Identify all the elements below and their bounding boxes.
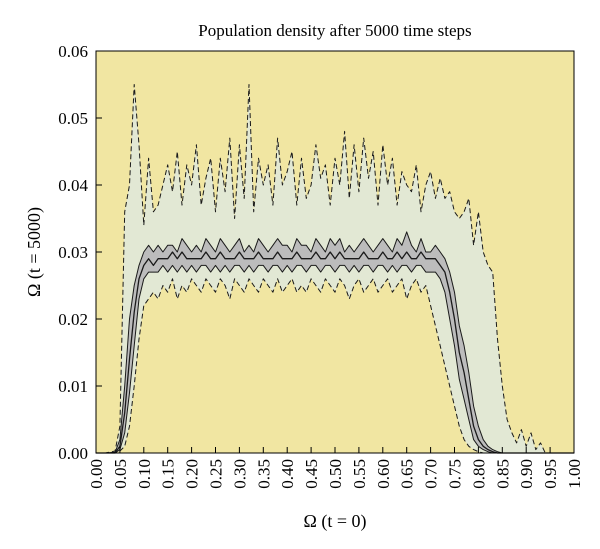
x-tick-label: 1.00: [565, 459, 584, 489]
mean-line: [96, 251, 574, 454]
x-tick-label: 0.95: [541, 459, 560, 489]
x-tick-label: 0.50: [326, 459, 345, 489]
x-tick-label: 0.65: [398, 459, 417, 489]
x-tick-label: 0.15: [159, 459, 178, 489]
x-tick-label: 0.25: [207, 459, 226, 489]
upper-bound-line: [96, 84, 574, 454]
x-tick-label: 0.45: [302, 459, 321, 489]
x-axis-label: Ω (t = 0): [303, 511, 366, 532]
x-tick-label: 0.00: [87, 459, 106, 489]
y-tick-label: 0.06: [58, 42, 88, 61]
x-tick-label: 0.70: [422, 459, 441, 489]
y-tick-label: 0.05: [58, 109, 88, 128]
x-tick-label: 0.85: [493, 459, 512, 489]
x-tick-label: 0.20: [183, 459, 202, 489]
lower-quartile-line: [96, 264, 574, 454]
upper-quartile-line: [96, 231, 574, 454]
x-tick-label: 0.40: [278, 459, 297, 489]
chart-title: Population density after 5000 time steps: [198, 21, 471, 40]
x-tick-label: 0.05: [111, 459, 130, 489]
x-tick-label: 0.55: [350, 459, 369, 489]
x-tick-label: 0.10: [135, 459, 154, 489]
x-tick-label: 0.75: [446, 459, 465, 489]
x-tick-label: 0.60: [374, 459, 393, 489]
y-axis-label: Ω (t = 5000): [24, 207, 45, 297]
y-tick-label: 0.04: [58, 176, 88, 195]
y-tick-label: 0.01: [58, 377, 88, 396]
x-tick-label: 0.35: [254, 459, 273, 489]
x-tick-label: 0.90: [517, 459, 536, 489]
x-tick-label: 0.80: [469, 459, 488, 489]
y-tick-label: 0.03: [58, 243, 88, 262]
x-tick-label: 0.30: [230, 459, 249, 489]
lower-bound-line: [96, 278, 574, 454]
y-tick-label: 0.00: [58, 444, 88, 463]
inner-range-band: [96, 231, 574, 453]
y-tick-label: 0.02: [58, 310, 88, 329]
